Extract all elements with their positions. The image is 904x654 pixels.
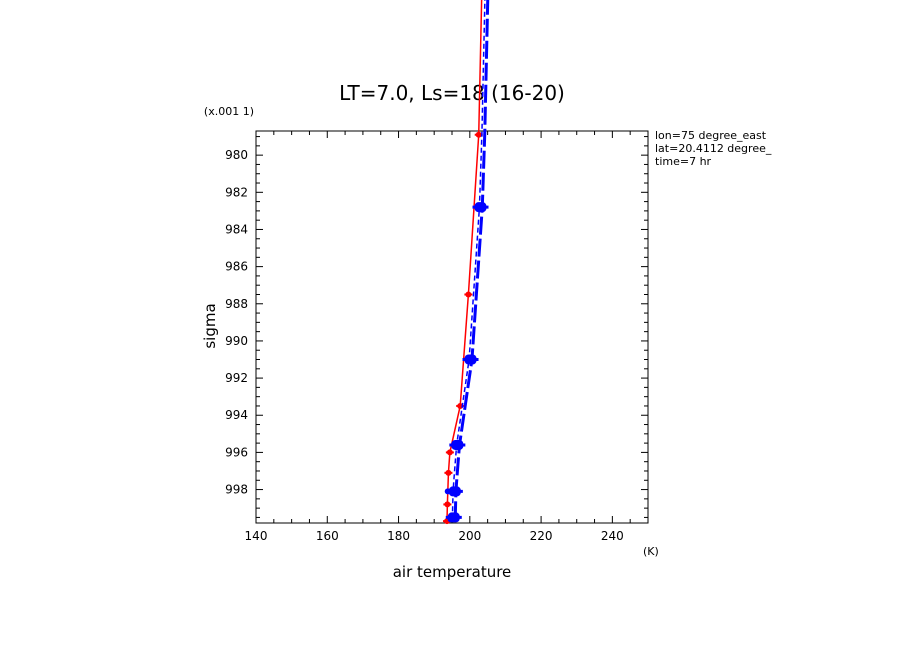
y-axis-label: sigma — [201, 303, 219, 348]
y-tick-label: 996 — [225, 445, 248, 459]
blue-point-small — [447, 516, 454, 523]
x-tick-label: 220 — [530, 529, 553, 543]
series-line-red — [446, 0, 483, 522]
x-tick-label: 180 — [387, 529, 410, 543]
x-tick-label: 140 — [245, 529, 268, 543]
y-tick-label: 988 — [225, 297, 248, 311]
x-tick-label: 160 — [316, 529, 339, 543]
y-unit-label: (x.001 1) — [204, 105, 254, 118]
x-tick-label: 240 — [601, 529, 624, 543]
y-tick-label: 982 — [225, 185, 248, 199]
y-tick-label: 994 — [225, 408, 248, 422]
chart-title: LT=7.0, Ls=18 (16-20) — [339, 81, 565, 105]
x-unit-label: (K) — [643, 545, 659, 558]
y-tick-label: 980 — [225, 148, 248, 162]
info-lat: lat=20.4112 degree_ — [655, 142, 772, 155]
x-axis-label: air temperature — [393, 563, 512, 581]
info-time: time=7 hr — [655, 155, 712, 168]
info-lon: lon=75 degree_east — [655, 129, 767, 142]
blue-point-small — [444, 488, 451, 495]
x-tick-label: 200 — [458, 529, 481, 543]
y-tick-label: 992 — [225, 371, 248, 385]
y-tick-label: 998 — [225, 483, 248, 497]
y-tick-label: 990 — [225, 334, 248, 348]
y-tick-label: 986 — [225, 260, 248, 274]
y-tick-label: 984 — [225, 222, 248, 236]
plot-frame — [255, 130, 649, 524]
